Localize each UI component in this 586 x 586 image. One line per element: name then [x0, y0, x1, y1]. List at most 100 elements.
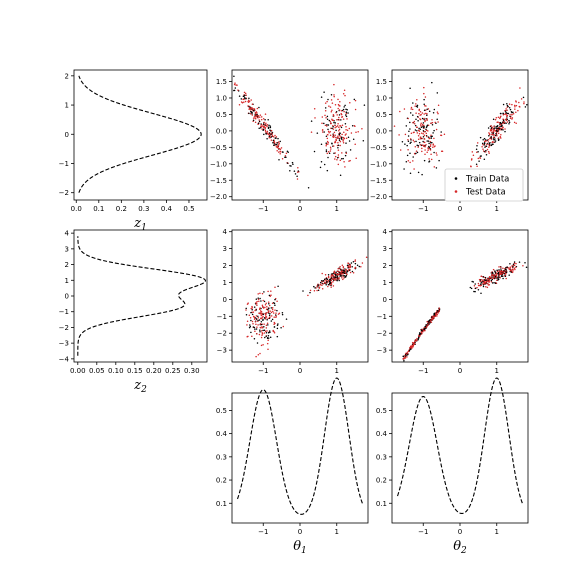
train-data-point [491, 282, 494, 284]
test-data-point [270, 315, 273, 317]
y-tick-label: 0 [383, 296, 387, 304]
test-data-point [476, 286, 478, 289]
train-data-point [482, 276, 485, 278]
test-data-point [354, 108, 357, 111]
train-data-point [494, 141, 496, 143]
test-data-point [419, 111, 422, 113]
test-data-point [508, 103, 511, 105]
test-data-point [354, 99, 357, 102]
test-data-point [329, 130, 332, 133]
train-data-point [432, 132, 434, 134]
train-data-point [415, 152, 417, 155]
train-data-point [431, 316, 433, 318]
train-data-point [335, 271, 337, 274]
test-data-point [402, 357, 405, 360]
train-data-point [409, 152, 411, 154]
train-data-point [256, 113, 258, 116]
test-data-point [337, 163, 340, 166]
train-data-point [252, 109, 255, 112]
test-data-point [434, 145, 436, 147]
test-data-point [409, 346, 412, 348]
test-data-point [513, 264, 516, 267]
train-data-point [340, 158, 343, 160]
train-data-point [248, 106, 250, 108]
test-data-point [267, 348, 269, 350]
test-data-point [325, 282, 327, 284]
test-data-point [509, 266, 512, 268]
test-data-point [332, 281, 334, 283]
train-data-point [408, 349, 411, 352]
train-data-point [358, 265, 361, 268]
test-data-point [326, 137, 329, 140]
test-data-point [247, 302, 249, 304]
test-data-point [342, 272, 344, 275]
test-data-point [502, 118, 504, 120]
train-data-point [268, 124, 270, 127]
train-data-point [482, 285, 485, 288]
train-data-point [510, 110, 513, 113]
train-data-point [363, 104, 366, 106]
y-tick-label: −3 [59, 340, 69, 348]
test-data-point [425, 132, 428, 135]
train-data-point [508, 119, 510, 122]
test-data-point [264, 131, 267, 133]
train-data-point [263, 300, 266, 303]
test-data-point [345, 270, 347, 272]
test-data-point [330, 99, 333, 101]
test-data-point [440, 150, 443, 153]
train-data-point [269, 336, 272, 338]
train-data-point [340, 269, 342, 271]
train-data-point [433, 108, 436, 111]
test-data-point [260, 336, 263, 339]
test-data-point [259, 307, 261, 309]
train-data-point [418, 332, 421, 334]
test-data-point [470, 159, 473, 161]
test-data-point [497, 121, 499, 123]
test-data-point [437, 112, 439, 115]
x-tick-label: 0.4 [161, 205, 173, 213]
train-data-point [333, 121, 335, 124]
train-data-point [263, 329, 266, 332]
train-data-point [426, 124, 429, 127]
test-data-point [330, 283, 333, 285]
test-data-point [261, 333, 264, 335]
test-data-point [254, 330, 256, 332]
test-data-point [332, 285, 335, 287]
train-data-point [326, 123, 328, 126]
test-data-point [342, 139, 344, 141]
train-data-point [277, 137, 279, 140]
train-data-point [406, 144, 408, 147]
test-data-point [492, 141, 495, 143]
train-data-point [505, 122, 507, 124]
test-data-point [509, 113, 511, 116]
train-data-point [234, 87, 237, 89]
test-data-point [426, 320, 428, 323]
test-data-point [523, 102, 525, 105]
train-data-point [344, 104, 346, 107]
test-data-point [247, 335, 249, 338]
test-data-point [477, 282, 480, 285]
train-data-point [277, 323, 279, 325]
test-data-point [253, 115, 256, 118]
test-data-point [348, 160, 350, 162]
train-data-point [287, 151, 289, 154]
test-data-point [324, 102, 327, 104]
train-data-point [478, 160, 480, 162]
test-data-point [324, 274, 327, 276]
test-data-point [414, 145, 417, 148]
test-data-point [259, 352, 261, 355]
test-data-point [266, 342, 269, 345]
train-data-point [269, 126, 272, 129]
train-data-point [409, 142, 411, 144]
test-data-point [267, 290, 269, 293]
test-data-point [519, 106, 521, 108]
test-data-point [343, 89, 346, 92]
y-tick-label: 0.5 [376, 407, 387, 415]
train-data-point [269, 129, 271, 131]
train-data-point [281, 311, 284, 314]
train-data-point [307, 186, 310, 189]
test-data-point [417, 134, 420, 137]
test-data-point [258, 300, 260, 303]
test-data-point [486, 148, 489, 151]
